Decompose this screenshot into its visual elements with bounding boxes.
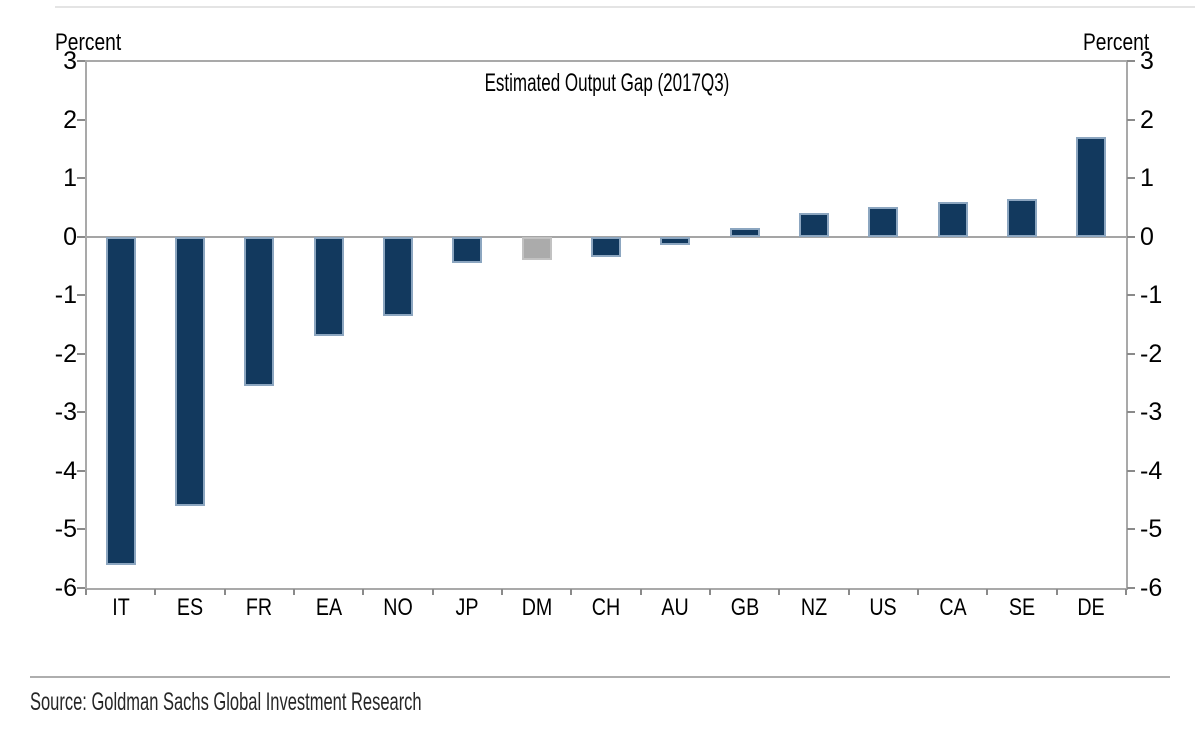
bar-dm bbox=[521, 236, 552, 261]
x-axis-label-gb: GB bbox=[730, 594, 759, 621]
bar-it bbox=[105, 236, 136, 565]
y-axis-label-right: -6 bbox=[1140, 574, 1163, 602]
y-axis-label-right: -1 bbox=[1140, 281, 1163, 310]
x-axis-label-jp: JP bbox=[455, 594, 479, 621]
y-axis-label-left: -1 bbox=[54, 281, 77, 310]
y-axis-label-right: 0 bbox=[1140, 222, 1154, 251]
x-axis-tick bbox=[85, 589, 87, 595]
x-axis-tick bbox=[1055, 589, 1058, 595]
y-axis-tick-right bbox=[1127, 294, 1135, 297]
bar-ch bbox=[591, 236, 621, 258]
x-axis-tick bbox=[501, 589, 503, 595]
x-axis-label-de: DE bbox=[1077, 594, 1105, 621]
bar-au bbox=[660, 236, 691, 246]
y-axis-tick-left bbox=[77, 528, 85, 531]
source-text: Source: Goldman Sachs Global Investment … bbox=[30, 688, 422, 716]
left-axis-unit-label: Percent bbox=[55, 29, 122, 56]
y-axis-label-right: -5 bbox=[1140, 515, 1163, 544]
y-axis-tick-left bbox=[77, 60, 85, 62]
bar-fr bbox=[244, 236, 275, 386]
x-axis-label-au: AU bbox=[661, 594, 689, 621]
x-axis-label-ca: CA bbox=[938, 594, 967, 621]
y-axis-label-right: 1 bbox=[1140, 164, 1154, 193]
y-axis-tick-right bbox=[1127, 177, 1135, 180]
y-axis-tick-left bbox=[77, 294, 85, 297]
x-axis-label-es: ES bbox=[176, 594, 204, 621]
y-axis-label-right: -2 bbox=[1140, 339, 1163, 368]
bar-us bbox=[868, 207, 899, 237]
y-axis-tick-left bbox=[77, 352, 85, 355]
card-top-edge bbox=[55, 6, 1195, 8]
y-axis-label-left: -5 bbox=[54, 515, 77, 544]
y-axis-tick-right bbox=[1127, 528, 1135, 531]
bar-no bbox=[383, 236, 413, 316]
y-axis-tick-left bbox=[77, 587, 85, 589]
x-axis-label-ea: EA bbox=[315, 594, 342, 621]
chart-title: Estimated Output Gap (2017Q3) bbox=[484, 69, 729, 97]
y-axis-label-left: 0 bbox=[63, 222, 77, 251]
bar-gb bbox=[729, 227, 760, 237]
y-axis-tick-left bbox=[77, 469, 85, 472]
x-axis-tick bbox=[293, 589, 295, 595]
y-axis-tick-right bbox=[1127, 469, 1135, 472]
y-axis-label-left: 3 bbox=[63, 47, 77, 75]
x-axis-tick bbox=[362, 589, 365, 595]
x-axis-label-it: IT bbox=[111, 594, 130, 621]
y-axis-tick-right bbox=[1127, 60, 1135, 62]
y-axis-label-right: -4 bbox=[1140, 456, 1163, 485]
x-axis-label-us: US bbox=[869, 594, 897, 621]
footer-divider bbox=[30, 676, 1170, 678]
y-axis-label-left: 1 bbox=[63, 164, 77, 193]
x-axis-tick bbox=[570, 589, 573, 595]
x-axis-tick bbox=[986, 589, 989, 595]
x-axis-label-ch: CH bbox=[591, 594, 621, 621]
x-axis-tick bbox=[1125, 589, 1127, 595]
bar-es bbox=[175, 236, 205, 506]
x-axis-label-fr: FR bbox=[246, 594, 273, 621]
y-axis-tick-left bbox=[77, 177, 85, 180]
y-axis-label-right: -3 bbox=[1140, 398, 1163, 427]
bar-de bbox=[1076, 137, 1107, 237]
bar-se bbox=[1007, 198, 1037, 237]
x-axis-tick bbox=[917, 589, 919, 595]
x-axis-tick bbox=[154, 589, 157, 595]
x-axis-tick bbox=[847, 589, 850, 595]
y-axis-label-left: -2 bbox=[54, 339, 77, 368]
bar-ea bbox=[313, 236, 344, 337]
x-axis-tick bbox=[431, 589, 434, 595]
x-axis-label-nz: NZ bbox=[800, 594, 828, 621]
x-axis-tick bbox=[709, 589, 711, 595]
y-axis-tick-right bbox=[1127, 587, 1135, 589]
y-axis-tick-right bbox=[1127, 118, 1135, 121]
y-axis-tick-left bbox=[77, 411, 85, 414]
y-axis-tick-right bbox=[1127, 235, 1135, 238]
y-axis-label-left: -4 bbox=[54, 456, 77, 485]
x-axis-tick bbox=[223, 589, 226, 595]
bar-jp bbox=[452, 236, 483, 263]
x-axis-label-dm: DM bbox=[521, 594, 552, 621]
bar-ca bbox=[937, 201, 968, 237]
x-axis-label-no: NO bbox=[383, 594, 413, 621]
x-axis-tick bbox=[639, 589, 642, 595]
y-axis-tick-left bbox=[77, 235, 85, 238]
x-axis-tick bbox=[778, 589, 781, 595]
y-axis-tick-right bbox=[1127, 352, 1135, 355]
y-axis-tick-right bbox=[1127, 411, 1135, 414]
plot-area bbox=[85, 60, 1128, 590]
y-axis-label-right: 2 bbox=[1140, 105, 1154, 134]
y-axis-label-left: -6 bbox=[54, 574, 77, 602]
y-axis-tick-left bbox=[77, 118, 85, 121]
right-axis-unit-label: Percent bbox=[1083, 29, 1150, 56]
y-axis-label-left: 2 bbox=[63, 105, 77, 134]
x-axis-label-se: SE bbox=[1008, 594, 1036, 621]
y-axis-label-right: 3 bbox=[1140, 47, 1154, 75]
y-axis-label-left: -3 bbox=[54, 398, 77, 427]
bar-nz bbox=[799, 213, 829, 237]
